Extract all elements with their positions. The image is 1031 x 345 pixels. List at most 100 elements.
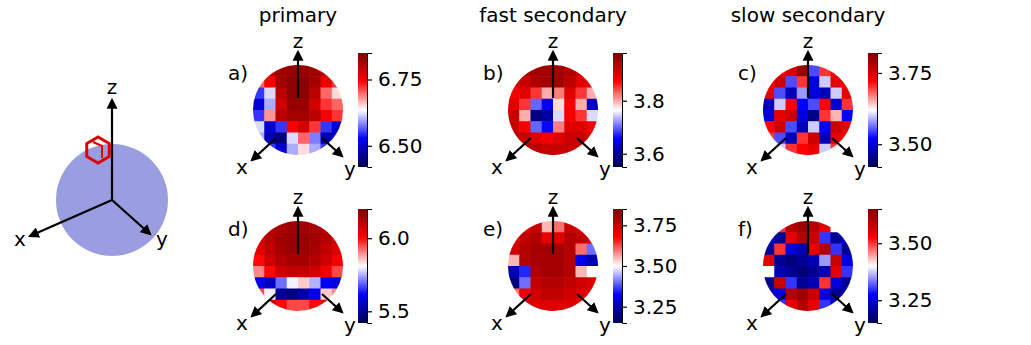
cell — [576, 65, 588, 77]
cell — [774, 244, 786, 256]
cell — [298, 133, 310, 145]
cell — [287, 289, 299, 301]
cell — [519, 300, 531, 312]
cell — [531, 65, 543, 77]
z-arrow — [111, 100, 113, 200]
cell — [276, 110, 288, 122]
z-arrow — [807, 52, 809, 98]
cell — [287, 266, 299, 278]
cell — [508, 255, 520, 267]
axis-label: y — [599, 313, 611, 337]
cell — [519, 65, 531, 77]
tick-label: 5.5 — [378, 299, 410, 323]
cell — [842, 289, 854, 301]
cell — [332, 255, 344, 267]
panel: zxyf)3.253.50 — [738, 185, 933, 337]
y-arrow — [577, 138, 597, 156]
cell — [264, 277, 276, 289]
axis-label: y — [344, 157, 356, 181]
cell — [842, 277, 854, 289]
cell — [542, 76, 554, 88]
cell — [819, 121, 831, 133]
cell — [253, 110, 265, 122]
cell — [321, 232, 333, 244]
cell — [576, 277, 588, 289]
cell — [786, 232, 798, 244]
cell — [276, 65, 288, 77]
hexagon — [87, 137, 110, 163]
cell — [587, 121, 599, 133]
cell — [842, 133, 854, 145]
tick-mark — [877, 300, 882, 301]
cell — [786, 221, 798, 233]
cell — [264, 99, 276, 111]
cell — [264, 88, 276, 100]
panel: zxyd)5.56.0 — [228, 185, 410, 337]
cell — [253, 232, 265, 244]
cell — [553, 88, 565, 100]
panel: zxyb)3.63.8 — [483, 29, 665, 181]
cell — [763, 88, 775, 100]
cell — [808, 221, 820, 233]
colorbar — [868, 209, 877, 323]
cell — [332, 76, 344, 88]
cell — [287, 255, 299, 267]
cell — [287, 144, 299, 156]
panel: zxya)6.506.75 — [228, 29, 423, 181]
cell — [797, 144, 809, 156]
y-arrow — [577, 294, 597, 312]
axis-label: z — [803, 185, 814, 209]
cell — [321, 65, 333, 77]
cell — [287, 76, 299, 88]
cell — [786, 110, 798, 122]
x-arrow — [30, 200, 112, 236]
axis-label: z — [293, 29, 304, 53]
axis-label: y — [344, 313, 356, 337]
cell — [763, 289, 775, 301]
cell — [253, 133, 265, 145]
cell — [287, 88, 299, 100]
tick: 3.6 — [622, 142, 665, 166]
tick: 6.0 — [367, 226, 410, 250]
cell — [808, 133, 820, 145]
tick: 6.50 — [367, 134, 423, 158]
axis-label: x — [14, 227, 26, 251]
cell — [774, 65, 786, 77]
cell — [797, 65, 809, 77]
tick: 3.50 — [877, 231, 933, 255]
cell — [553, 289, 565, 301]
cell — [808, 255, 820, 267]
cell — [831, 121, 843, 133]
cell — [797, 244, 809, 256]
cell — [508, 65, 520, 77]
colorbar-axis: 6.506.75 — [367, 54, 423, 168]
y-arrow — [832, 138, 852, 156]
cell — [819, 133, 831, 145]
tick: 3.25 — [622, 295, 678, 319]
cell — [298, 277, 310, 289]
colorbar-axis: 3.503.75 — [877, 54, 933, 168]
cell — [298, 232, 310, 244]
cell — [774, 221, 786, 233]
cell — [553, 266, 565, 278]
cell — [298, 99, 310, 111]
cell — [564, 88, 576, 100]
cell — [519, 76, 531, 88]
cell — [808, 121, 820, 133]
axis-label: x — [746, 155, 758, 179]
cell — [531, 88, 543, 100]
cell — [797, 232, 809, 244]
cell — [774, 99, 786, 111]
panel: zxye)3.253.503.75 — [483, 185, 678, 337]
panel-letter: a) — [228, 61, 248, 85]
cell — [321, 88, 333, 100]
z-arrow — [297, 208, 299, 254]
cell — [774, 76, 786, 88]
cell — [519, 99, 531, 111]
cell — [519, 144, 531, 156]
cell — [819, 88, 831, 100]
cell — [831, 277, 843, 289]
tick-label: 3.50 — [888, 132, 933, 156]
cell — [276, 289, 288, 301]
colorbar-axis: 3.253.50 — [877, 210, 933, 324]
